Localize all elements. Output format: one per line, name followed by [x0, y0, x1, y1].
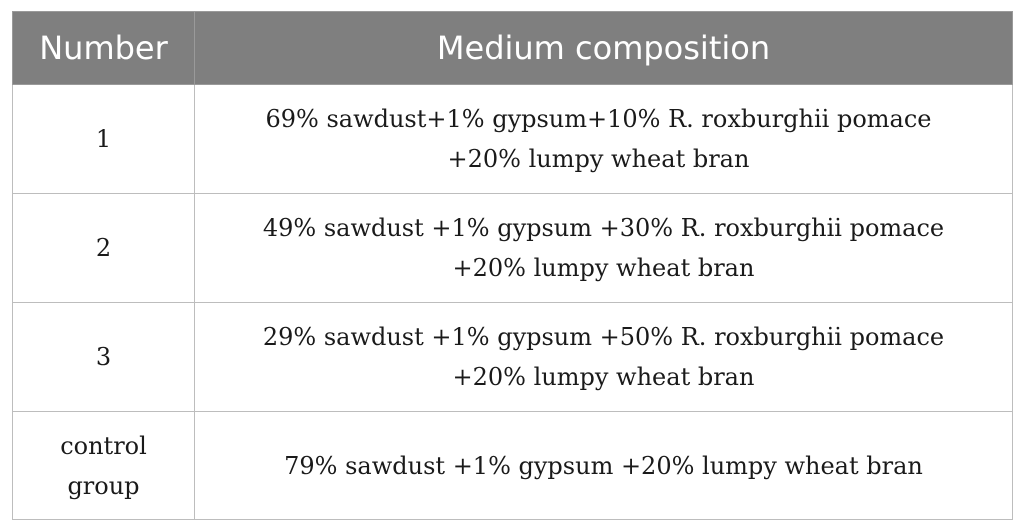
cell-number: 1	[12, 84, 195, 194]
cell-number: control group	[12, 411, 195, 520]
table-row: 2 49% sawdust +1% gypsum +30% R. roxburg…	[12, 193, 1013, 303]
composition-table-container: Number Medium composition 1 69% sawdust+…	[12, 11, 1013, 520]
cell-composition: 79% sawdust +1% gypsum +20% lumpy wheat …	[194, 411, 1013, 520]
table-row: 3 29% sawdust +1% gypsum +50% R. roxburg…	[12, 302, 1013, 412]
medium-composition-table: Number Medium composition 1 69% sawdust+…	[12, 11, 1013, 520]
table-body: 1 69% sawdust+1% gypsum+10% R. roxburghi…	[12, 84, 1013, 520]
cell-composition: 69% sawdust+1% gypsum+10% R. roxburghii …	[194, 84, 1013, 194]
cell-number: 3	[12, 302, 195, 412]
header-row: Number Medium composition	[12, 11, 1013, 85]
header-medium-composition: Medium composition	[194, 11, 1013, 85]
table-row: 1 69% sawdust+1% gypsum+10% R. roxburghi…	[12, 84, 1013, 194]
cell-number: 2	[12, 193, 195, 303]
cell-composition: 29% sawdust +1% gypsum +50% R. roxburghi…	[194, 302, 1013, 412]
cell-composition: 49% sawdust +1% gypsum +30% R. roxburghi…	[194, 193, 1013, 303]
table-row: control group 79% sawdust +1% gypsum +20…	[12, 411, 1013, 520]
header-number: Number	[12, 11, 195, 85]
table-header: Number Medium composition	[12, 11, 1013, 85]
